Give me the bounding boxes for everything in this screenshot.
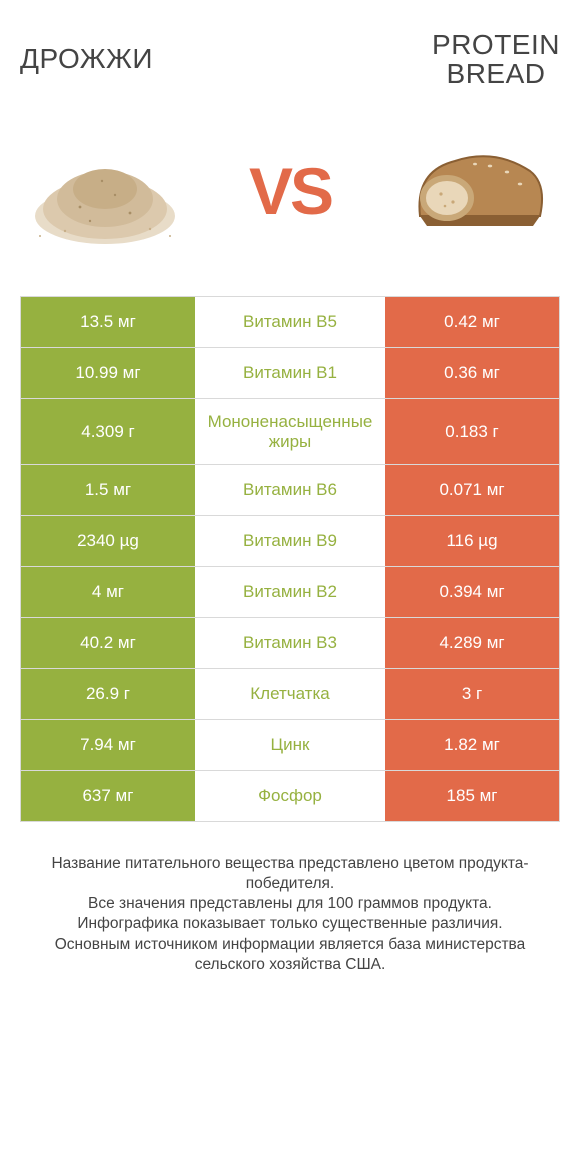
image-row: VS — [20, 106, 560, 276]
nutrient-row: 1.5 мгВитамин B60.071 мг — [21, 465, 559, 516]
bread-loaf-icon — [395, 126, 555, 256]
nutrient-row: 26.9 гКлетчатка3 г — [21, 669, 559, 720]
right-value: 1.82 мг — [385, 720, 559, 770]
nutrient-row: 10.99 мгВитамин B10.36 мг — [21, 348, 559, 399]
left-value: 40.2 мг — [21, 618, 195, 668]
left-value: 4 мг — [21, 567, 195, 617]
right-value: 0.36 мг — [385, 348, 559, 398]
footer-line-1: Название питательного вещества представл… — [34, 854, 546, 894]
nutrient-row: 2340 µgВитамин B9116 µg — [21, 516, 559, 567]
yeast-image — [20, 106, 190, 276]
nutrient-row: 637 мгФосфор185 мг — [21, 771, 559, 822]
left-value: 10.99 мг — [21, 348, 195, 398]
right-value: 4.289 мг — [385, 618, 559, 668]
nutrient-row: 7.94 мгЦинк1.82 мг — [21, 720, 559, 771]
vs-label: VS — [249, 153, 331, 229]
nutrient-table: 13.5 мгВитамин B50.42 мг10.99 мгВитамин … — [20, 296, 560, 822]
nutrient-name: Витамин B6 — [195, 465, 385, 515]
nutrient-row: 4 мгВитамин B20.394 мг — [21, 567, 559, 618]
right-value: 116 µg — [385, 516, 559, 566]
nutrient-name: Витамин B9 — [195, 516, 385, 566]
nutrient-name: Витамин B3 — [195, 618, 385, 668]
right-value: 3 г — [385, 669, 559, 719]
nutrient-name: Фосфор — [195, 771, 385, 821]
footer-line-2: Все значения представлены для 100 граммо… — [34, 894, 546, 914]
nutrient-name: Витамин B5 — [195, 297, 385, 347]
right-value: 185 мг — [385, 771, 559, 821]
yeast-powder-icon — [20, 121, 190, 261]
nutrient-name: Клетчатка — [195, 669, 385, 719]
bread-image — [390, 106, 560, 276]
right-value: 0.183 г — [385, 399, 559, 464]
left-value: 26.9 г — [21, 669, 195, 719]
footer-notes: Название питательного вещества представл… — [20, 854, 560, 975]
nutrient-row: 13.5 мгВитамин B50.42 мг — [21, 297, 559, 348]
footer-line-3: Инфографика показывает только существенн… — [34, 914, 546, 934]
nutrient-row: 40.2 мгВитамин B34.289 мг — [21, 618, 559, 669]
title-right-line2: BREAD — [447, 58, 546, 89]
infographic-container: ДРОЖЖИ PROTEIN BREAD VS — [0, 0, 580, 975]
title-row: ДРОЖЖИ PROTEIN BREAD — [20, 24, 560, 94]
footer-line-4: Основным источником информации является … — [34, 935, 546, 975]
nutrient-name: Витамин B2 — [195, 567, 385, 617]
title-right: PROTEIN BREAD — [432, 30, 560, 89]
title-left: ДРОЖЖИ — [20, 43, 153, 75]
left-value: 637 мг — [21, 771, 195, 821]
left-value: 13.5 мг — [21, 297, 195, 347]
nutrient-name: Мононенасыщенные жиры — [195, 399, 385, 464]
right-value: 0.42 мг — [385, 297, 559, 347]
nutrient-row: 4.309 гМононенасыщенные жиры0.183 г — [21, 399, 559, 465]
title-right-line1: PROTEIN — [432, 29, 560, 60]
nutrient-name: Цинк — [195, 720, 385, 770]
right-value: 0.394 мг — [385, 567, 559, 617]
left-value: 4.309 г — [21, 399, 195, 464]
left-value: 2340 µg — [21, 516, 195, 566]
left-value: 1.5 мг — [21, 465, 195, 515]
nutrient-name: Витамин B1 — [195, 348, 385, 398]
right-value: 0.071 мг — [385, 465, 559, 515]
left-value: 7.94 мг — [21, 720, 195, 770]
